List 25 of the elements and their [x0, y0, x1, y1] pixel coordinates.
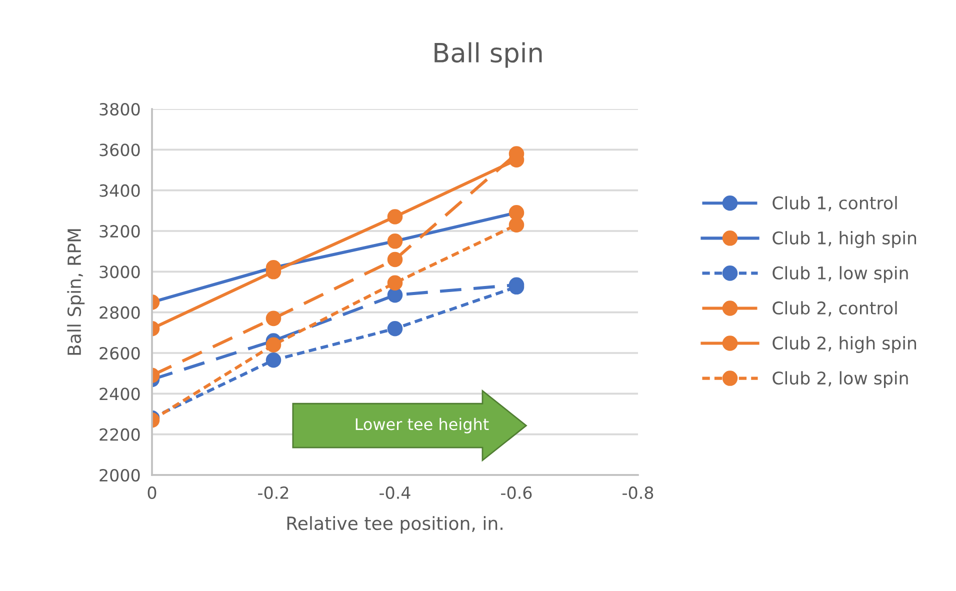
- legend-label: Club 2, high spin: [772, 336, 916, 353]
- legend-label: Club 2, low spin: [772, 371, 908, 388]
- y-tick-label: 2200: [100, 428, 140, 441]
- chart-title: Ball spin: [434, 42, 542, 68]
- y-tick-label: 2800: [100, 306, 140, 319]
- x-tick-label: -0.2: [258, 486, 288, 500]
- y-tick-label: 2400: [100, 388, 140, 400]
- legend-label: Club 1, high spin: [772, 231, 916, 248]
- y-tick-label: 2000: [100, 468, 140, 482]
- y-tick-label: 3600: [100, 144, 140, 156]
- y-tick-label: 3200: [100, 224, 140, 238]
- x-tick-label: -0.4: [380, 486, 410, 500]
- legend-label: Club 1, low spin: [772, 266, 908, 283]
- y-tick-label: 3400: [100, 184, 140, 197]
- x-tick-label: -0.8: [622, 486, 654, 500]
- annotation: Lower tee height: [356, 418, 489, 434]
- y-axis-title: Ball Spin, RPM: [67, 229, 85, 355]
- y-tick-label: 3800: [100, 102, 140, 116]
- y-tick-label: 3000: [100, 266, 140, 278]
- legend-label: Club 1, control: [772, 196, 897, 212]
- y-tick-label: 2600: [100, 346, 140, 360]
- x-axis-title: Relative tee position, in.: [287, 516, 502, 534]
- x-tick-label: -0.6: [501, 486, 532, 500]
- x-tick-label: 0: [148, 486, 156, 500]
- legend-label: Club 2, control: [772, 301, 897, 316]
